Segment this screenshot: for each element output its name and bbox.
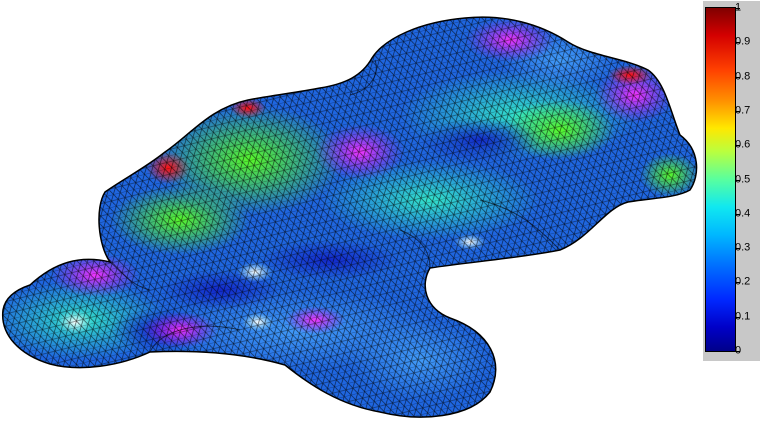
colorbar-tick-label: 0.1	[735, 310, 751, 323]
colorbar-tick-label: 1	[735, 1, 742, 14]
colorbar-tick-mark	[736, 8, 740, 9]
colorbar-tick-mark	[736, 76, 740, 78]
colorbar-tick-label: 0.4	[735, 207, 751, 220]
colorbar-tick-mark	[736, 42, 740, 44]
surface-body	[2, 17, 697, 418]
molecular-surface-plot	[2, 16, 698, 418]
colorbar-tick-mark	[736, 351, 740, 352]
colorbar-tick-label: 0.6	[735, 138, 751, 151]
colorbar: 1 0.9 0.8 0.7 0.6 0.5 0.4 0.3 0.2 0.1 0	[703, 1, 760, 361]
colorbar-tick-label: 0.9	[735, 35, 751, 48]
colorbar-tick-label: 0	[735, 344, 742, 357]
colorbar-tick-mark	[736, 145, 740, 147]
colorbar-tick-mark	[736, 110, 740, 112]
colorbar-tick-label: 0.5	[735, 173, 751, 185]
colorbar-tick-mark	[736, 213, 740, 215]
colorbar-tick-mark	[736, 179, 740, 181]
colorbar-tick-label: 0.3	[735, 241, 751, 254]
colorbar-tick-mark	[736, 316, 740, 318]
surface-outline	[2, 16, 698, 418]
colorbar-tick-label: 0.7	[735, 104, 751, 117]
colorbar-gradient	[705, 7, 736, 352]
colorbar-tick-label: 0.8	[735, 70, 751, 83]
colorbar-tick-mark	[736, 248, 740, 250]
colorbar-tick-label: 0.2	[735, 275, 751, 288]
colorbar-tick-mark	[736, 282, 740, 284]
